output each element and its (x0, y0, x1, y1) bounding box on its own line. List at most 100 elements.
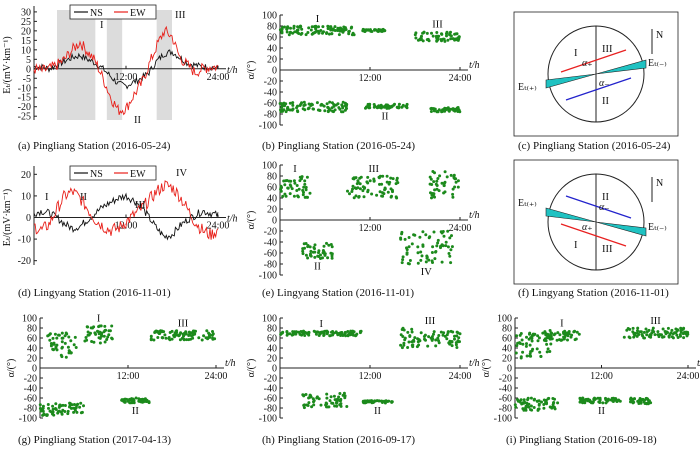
point-h-1-75 (455, 330, 459, 334)
point-b-5-25 (429, 110, 433, 113)
point-g-4-40 (128, 398, 132, 402)
point-e-4-19 (448, 236, 452, 240)
cluster-b-5 (429, 106, 462, 114)
point-e-4-18 (419, 250, 423, 254)
point-g-2-76 (153, 331, 157, 334)
point-i-2-15 (642, 330, 646, 334)
x-tick-label-g-0: 12:00 (117, 371, 140, 382)
point-i-2-71 (631, 326, 635, 330)
point-i-0-2 (545, 350, 549, 354)
point-i-0-22 (530, 349, 534, 353)
point-g-0-19 (60, 331, 64, 335)
point-b-0-47 (280, 31, 284, 35)
point-b-3-78 (303, 103, 307, 107)
y-tick-label-g-2: 60 (27, 334, 37, 345)
point-i-5-30 (633, 397, 636, 401)
point-g-3-52 (46, 403, 50, 406)
point-b-0-53 (347, 32, 351, 36)
point-g-2-36 (149, 337, 153, 341)
point-h-0-59 (348, 331, 352, 335)
roman-d-4: IV (176, 168, 187, 179)
point-g-3-45 (52, 413, 56, 417)
point-g-3-58 (76, 402, 80, 406)
point-e-1-69 (383, 187, 387, 191)
point-i-0-46 (530, 339, 534, 343)
point-e-1-30 (346, 189, 349, 193)
point-i-2-81 (633, 331, 637, 335)
wedge-minus-c (545, 73, 597, 89)
point-h-0-97 (294, 330, 298, 334)
point-e-3-14 (304, 253, 308, 257)
point-b-3-33 (300, 101, 304, 105)
point-i-3-53 (527, 405, 531, 409)
y-tick-label-a-2: 20 (21, 26, 31, 37)
diagram-et-plus-c: Eₜ₍₊₎ (518, 82, 537, 93)
point-h-1-67 (448, 339, 452, 343)
point-e-2-32 (437, 189, 441, 193)
point-h-1-55 (450, 344, 454, 348)
point-h-3-38 (368, 400, 372, 404)
point-h-0-106 (302, 329, 305, 333)
point-e-2-26 (440, 181, 444, 185)
point-h-1-52 (419, 331, 423, 335)
point-b-0-39 (319, 29, 323, 32)
point-i-3-41 (532, 398, 536, 402)
y-tick-label-a-6: 0 (26, 64, 31, 75)
point-g-0-30 (55, 343, 59, 347)
point-e-1-43 (378, 190, 382, 194)
point-e-3-19 (313, 250, 317, 254)
point-b-2-57 (443, 39, 447, 43)
y-tick-label-g-10: -100 (19, 414, 37, 425)
point-i-5-34 (630, 399, 634, 403)
point-b-0-83 (289, 26, 292, 30)
point-i-1-32 (562, 335, 566, 339)
point-b-0-76 (310, 32, 314, 36)
point-e-4-33 (425, 254, 429, 258)
point-i-2-86 (666, 331, 669, 334)
point-g-1-20 (97, 325, 101, 329)
point-h-1-76 (430, 335, 434, 339)
point-g-2-86 (173, 335, 176, 339)
point-e-4-2 (450, 234, 453, 238)
point-e-1-16 (351, 184, 355, 188)
y-tick-label-i-2: 60 (502, 334, 512, 345)
point-e-3-26 (326, 256, 330, 260)
point-e-4-49 (400, 232, 404, 236)
y-tick-label-a-9: -15 (18, 93, 31, 104)
point-i-2-78 (685, 334, 689, 338)
point-g-2-60 (152, 338, 156, 342)
point-h-3-35 (390, 400, 394, 404)
point-g-1-23 (87, 333, 91, 337)
y-tick-label-a-8: -10 (18, 83, 31, 94)
point-e-4-37 (400, 261, 404, 265)
point-e-4-60 (405, 248, 409, 252)
point-b-3-77 (302, 100, 306, 104)
y-tick-label-g-1: 80 (27, 324, 37, 335)
point-h-2-38 (339, 404, 343, 408)
point-g-0-35 (64, 355, 68, 359)
x-axis-label-b: t/h (469, 60, 480, 71)
point-e-1-68 (361, 185, 365, 189)
point-b-3-73 (326, 106, 330, 109)
diagram-frame-c (513, 11, 679, 137)
point-i-2-60 (681, 332, 685, 336)
point-i-1-43 (567, 331, 571, 335)
diagram-alpha-plus-c: α₊ (582, 58, 593, 69)
point-b-0-37 (285, 30, 289, 34)
point-h-1-26 (401, 326, 405, 330)
point-e-3-33 (322, 244, 326, 248)
caption-d: (d) Lingyang Station (2016-11-01) (18, 287, 171, 299)
point-b-2-55 (419, 38, 423, 42)
point-i-1-12 (575, 330, 579, 334)
y-tick-label-i-0: 100 (497, 314, 512, 325)
point-g-0-41 (54, 346, 58, 350)
point-i-0-18 (518, 341, 521, 345)
point-i-2-85 (670, 328, 674, 332)
point-b-2-18 (449, 37, 453, 41)
point-i-2-55 (651, 326, 655, 330)
caption-i: (i) Pingliang Station (2016-09-18) (506, 434, 657, 446)
point-e-0-34 (289, 184, 293, 188)
point-g-1-30 (100, 331, 104, 335)
point-g-0-26 (63, 341, 67, 345)
point-i-3-57 (529, 404, 533, 408)
